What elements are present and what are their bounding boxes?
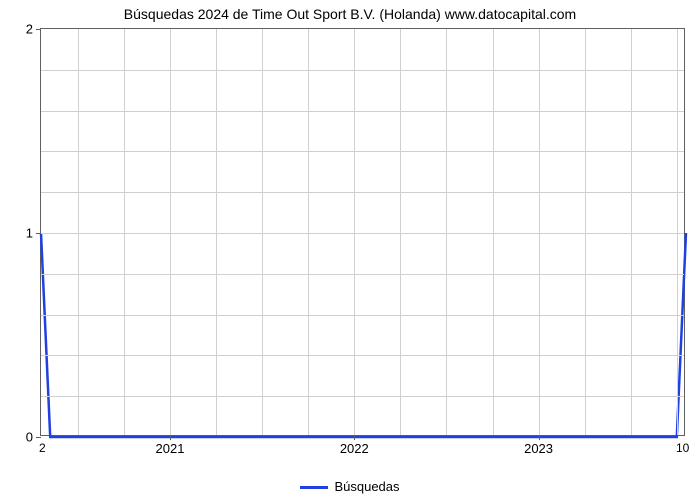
hgrid-minor [41,274,684,275]
hgrid-minor [41,355,684,356]
x-tick-mark [170,435,171,440]
vgrid [78,29,79,435]
vgrid [631,29,632,435]
vgrid [539,29,540,435]
y-tick-mark [36,233,41,234]
x-tick-label: 2022 [340,441,369,456]
hgrid-minor [41,151,684,152]
legend: Búsquedas [0,479,700,494]
y-tick-mark [36,437,41,438]
vgrid [308,29,309,435]
vgrid [354,29,355,435]
vgrid [400,29,401,435]
vgrid [446,29,447,435]
x-tick-label: 2021 [156,441,185,456]
y-tick-label: 2 [26,22,33,37]
x-tick-mark [354,435,355,440]
vgrid [124,29,125,435]
x-tick-mark [539,435,540,440]
hgrid-minor [41,192,684,193]
x-axis-start-label: 2 [39,441,46,455]
vgrid [262,29,263,435]
x-tick-label: 2023 [524,441,553,456]
y-tick-label: 0 [26,430,33,445]
hgrid-minor [41,70,684,71]
vgrid [170,29,171,435]
vgrid [585,29,586,435]
legend-label: Búsquedas [334,479,399,494]
chart-container: Búsquedas 2024 de Time Out Sport B.V. (H… [0,0,700,500]
y-tick-label: 1 [26,226,33,241]
legend-swatch [300,486,328,489]
hgrid-minor [41,111,684,112]
vgrid [677,29,678,435]
y-tick-mark [36,29,41,30]
vgrid [216,29,217,435]
plot-area: 012202120222023210 [40,28,685,436]
hgrid-minor [41,396,684,397]
chart-title: Búsquedas 2024 de Time Out Sport B.V. (H… [0,6,700,22]
hgrid-minor [41,315,684,316]
vgrid [493,29,494,435]
x-axis-end-label: 10 [676,441,689,455]
hgrid [41,233,684,234]
